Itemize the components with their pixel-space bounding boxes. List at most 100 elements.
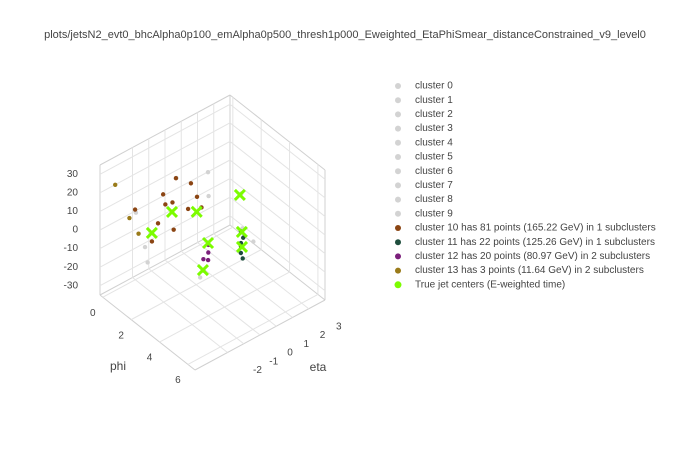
jet-center	[190, 205, 203, 218]
grid-line	[229, 159, 326, 236]
y-tick-label: 6	[175, 375, 181, 386]
grid-line	[99, 103, 231, 175]
grid-line	[148, 268, 245, 345]
y-tick-label: 2	[118, 330, 124, 341]
legend-marker	[395, 182, 401, 189]
y-axis-title: phi	[110, 359, 126, 373]
grid-line	[229, 196, 326, 273]
point	[155, 221, 161, 226]
jet-center	[233, 188, 246, 202]
point	[170, 200, 175, 205]
z-tick-label: 30	[67, 169, 79, 180]
legend-marker	[395, 154, 401, 160]
legend-text: cluster 5	[415, 152, 453, 163]
grid-line	[213, 233, 310, 310]
legend-marker	[395, 125, 401, 132]
legend-marker	[395, 267, 401, 274]
legend-marker	[395, 225, 401, 231]
box-edge	[99, 294, 196, 371]
legend-marker	[395, 239, 401, 246]
legend-marker	[395, 83, 401, 89]
legend-marker	[395, 210, 401, 217]
y-tick-label: 0	[90, 308, 96, 319]
point	[163, 202, 168, 207]
grid-line	[99, 122, 231, 194]
box-edge	[229, 94, 326, 171]
grid-line	[229, 122, 326, 199]
grid-line	[164, 259, 261, 336]
point	[185, 206, 191, 212]
z-tick-label: -20	[64, 262, 79, 273]
z-tick-label: 10	[67, 206, 79, 217]
legend-text: cluster 3	[415, 123, 453, 134]
point	[171, 227, 176, 232]
z-tick-label: 20	[67, 187, 79, 198]
legend-text: True jet centers (E-weighted time)	[415, 279, 565, 290]
jet-center	[165, 205, 179, 219]
point	[132, 207, 138, 212]
jet-center	[196, 263, 209, 277]
legend-text: cluster 1	[415, 95, 453, 106]
legend-text: cluster 10 has 81 points (165.22 GeV) in…	[415, 223, 656, 234]
z-tick-label: 0	[72, 225, 78, 236]
grid-line	[99, 215, 231, 287]
x-tick-label: 2	[320, 330, 326, 341]
point	[160, 192, 166, 197]
legend-text: cluster 13 has 3 points (11.64 GeV) in 2…	[415, 265, 644, 276]
point	[113, 182, 118, 187]
x-tick-label: 1	[303, 339, 309, 350]
legend-text: cluster 2	[415, 109, 453, 120]
legend-text: cluster 4	[415, 137, 453, 148]
grid-line	[159, 271, 290, 343]
point	[205, 257, 211, 263]
point	[197, 275, 203, 280]
legend-marker	[394, 281, 402, 289]
chart-title: plots/jetsN2_evt0_bhcAlpha0p100_emAlpha0…	[44, 29, 646, 41]
x-axis-title: eta	[310, 360, 327, 374]
point	[194, 194, 200, 199]
legend-text: cluster 9	[415, 208, 453, 219]
point	[149, 239, 155, 244]
grid-line	[229, 103, 326, 180]
legend-marker	[395, 196, 401, 203]
point	[238, 250, 244, 256]
legend-text: cluster 7	[415, 180, 453, 191]
legend-marker	[395, 168, 401, 175]
legend-marker	[395, 253, 401, 260]
x-tick-label: -1	[269, 356, 278, 367]
grid-line	[132, 277, 228, 353]
x-tick-label: 3	[336, 321, 342, 332]
legend-text: cluster 0	[415, 81, 453, 92]
point	[205, 169, 211, 175]
grid-line	[229, 141, 326, 217]
point	[241, 235, 246, 240]
legend-text: cluster 8	[415, 194, 453, 205]
x-tick-label: -2	[253, 365, 262, 376]
legend-marker	[395, 139, 401, 146]
z-tick-label: -30	[64, 280, 79, 291]
grid-line	[197, 242, 293, 318]
jet-center	[235, 225, 248, 239]
jet-center	[201, 236, 215, 250]
point	[206, 250, 211, 255]
z-tick-label: -10	[64, 243, 79, 254]
legend-text: cluster 11 has 22 points (125.26 GeV) in…	[415, 237, 655, 248]
grid-line	[102, 226, 234, 298]
legend-text: cluster 6	[415, 166, 453, 177]
grid-line	[99, 140, 231, 212]
point	[206, 193, 211, 199]
grid-line	[130, 249, 262, 321]
grid-line	[180, 250, 277, 327]
point	[145, 260, 150, 265]
jet-center	[145, 226, 158, 240]
legend-marker	[395, 111, 401, 118]
point	[173, 176, 179, 181]
point	[188, 181, 194, 186]
x-tick-label: 0	[287, 348, 293, 359]
legend-marker	[395, 97, 401, 104]
jet-center	[235, 240, 249, 253]
grid-line	[99, 196, 231, 268]
point	[127, 215, 132, 221]
point	[142, 244, 148, 250]
